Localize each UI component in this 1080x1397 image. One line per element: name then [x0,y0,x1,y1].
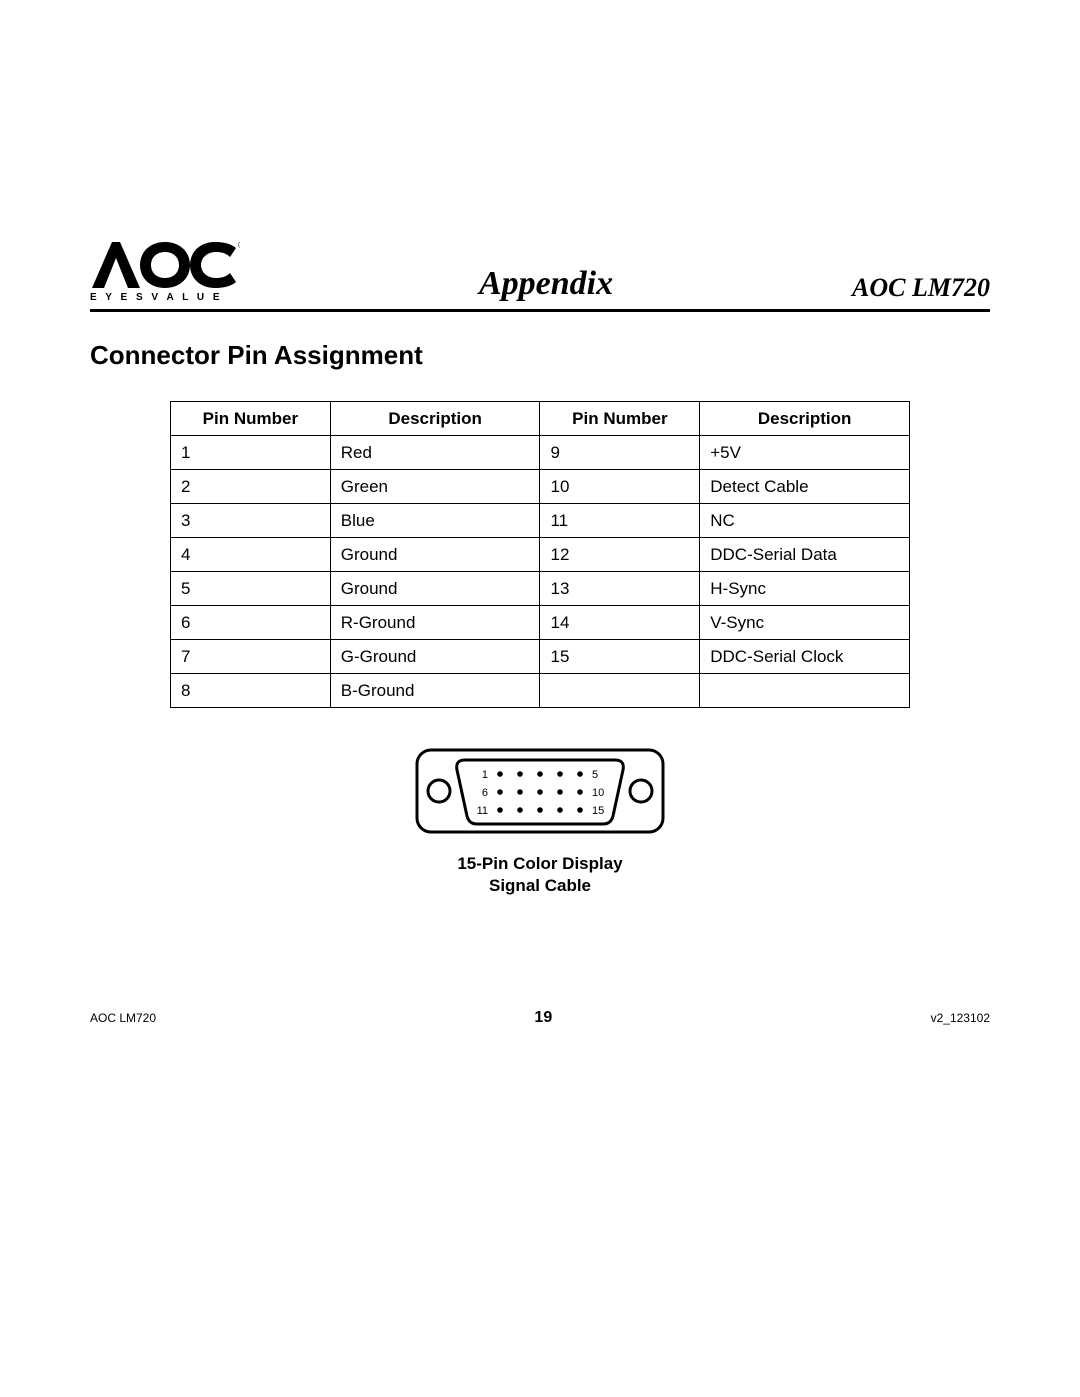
caption-line: 15-Pin Color Display [457,854,622,873]
logo-block: ® E Y E S V A L U E [90,240,240,303]
logo-tagline: E Y E S V A L U E [90,292,223,303]
cell: 8 [171,674,331,708]
cell: 9 [540,436,700,470]
col-header: Description [700,402,910,436]
pin-label: 6 [482,787,488,799]
cell: Green [330,470,540,504]
pin-label: 10 [592,787,604,799]
cell: 1 [171,436,331,470]
connector-diagram-icon: 1 5 6 10 11 15 [415,748,665,838]
cell: 6 [171,606,331,640]
cell: DDC-Serial Clock [700,640,910,674]
table-row: 7G-Ground15DDC-Serial Clock [171,640,910,674]
header-right-title: AOC LM720 [852,273,990,303]
pin-assignment-table: Pin Number Description Pin Number Descri… [170,401,910,708]
cell: 5 [171,572,331,606]
registered-mark: ® [238,240,240,250]
document-page: ® E Y E S V A L U E Appendix AOC LM720 C… [0,0,1080,1397]
table-row: 6R-Ground14V-Sync [171,606,910,640]
cell: Ground [330,572,540,606]
cell: 11 [540,504,700,538]
caption-line: Signal Cable [489,876,591,895]
table-row: 1Red9+5V [171,436,910,470]
cell: NC [700,504,910,538]
pin-label: 11 [477,805,488,817]
table-row: 5Ground13H-Sync [171,572,910,606]
cell: V-Sync [700,606,910,640]
cell: Ground [330,538,540,572]
col-header: Description [330,402,540,436]
col-header: Pin Number [540,402,700,436]
table-row: 3Blue11NC [171,504,910,538]
cell: Red [330,436,540,470]
cell: G-Ground [330,640,540,674]
cell: 12 [540,538,700,572]
cell: +5V [700,436,910,470]
table-body: 1Red9+5V 2Green10Detect Cable 3Blue11NC … [171,436,910,708]
cell: 10 [540,470,700,504]
table-row: 2Green10Detect Cable [171,470,910,504]
pin-label: 15 [592,805,604,817]
connector-caption: 15-Pin Color Display Signal Cable [90,853,990,897]
table-row: 8B-Ground [171,674,910,708]
aoc-logo-icon: ® [90,240,240,290]
header-center-title: Appendix [479,265,613,303]
page-header: ® E Y E S V A L U E Appendix AOC LM720 [90,240,990,312]
cell: 7 [171,640,331,674]
cell: 15 [540,640,700,674]
cell: 4 [171,538,331,572]
cell: B-Ground [330,674,540,708]
cell: H-Sync [700,572,910,606]
col-header: Pin Number [171,402,331,436]
connector-diagram-block: 1 5 6 10 11 15 15-Pin Color Display Sign… [90,748,990,897]
cell: 2 [171,470,331,504]
cell: 14 [540,606,700,640]
cell: Blue [330,504,540,538]
table-header-row: Pin Number Description Pin Number Descri… [171,402,910,436]
footer-right: v2_123102 [931,1011,990,1025]
cell [540,674,700,708]
cell: R-Ground [330,606,540,640]
cell: 3 [171,504,331,538]
footer-left: AOC LM720 [90,1011,156,1025]
footer-page-number: 19 [534,1009,552,1027]
section-title: Connector Pin Assignment [90,340,990,371]
cell: 13 [540,572,700,606]
cell [700,674,910,708]
table-row: 4Ground12DDC-Serial Data [171,538,910,572]
page-footer: AOC LM720 19 v2_123102 [90,1009,990,1027]
cell: DDC-Serial Data [700,538,910,572]
cell: Detect Cable [700,470,910,504]
pin-label: 5 [592,769,598,781]
pin-label: 1 [482,769,488,781]
